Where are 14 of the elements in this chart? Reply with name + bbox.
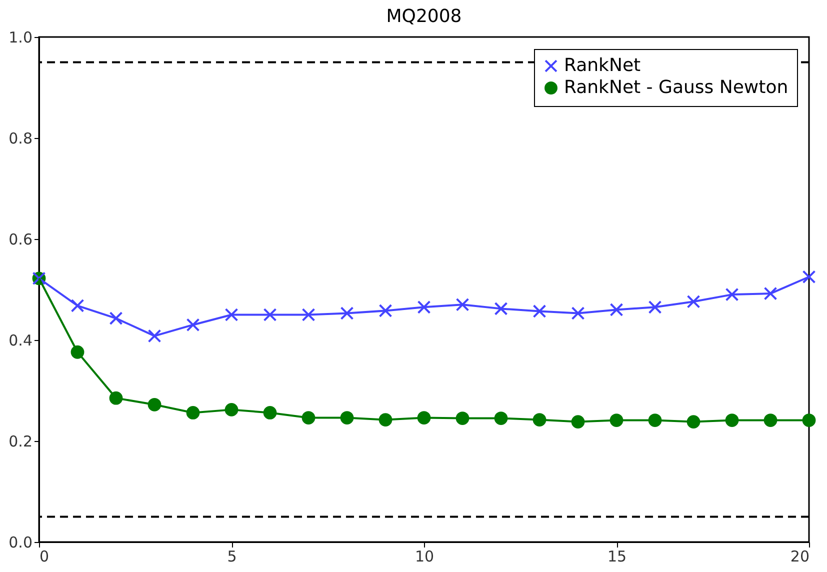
legend-label: RankNet (564, 55, 641, 76)
x-tick-label: 0 (40, 548, 50, 566)
y-tick-label: 0.8 (8, 130, 32, 148)
x-tick-label: 15 (607, 548, 627, 566)
chart-title: MQ2008 (386, 6, 462, 27)
x-tick-label: 5 (227, 548, 237, 566)
x-tick-label: 10 (414, 548, 434, 566)
legend-label: RankNet - Gauss Newton (564, 77, 788, 98)
y-tick-label: 0.0 (8, 534, 32, 552)
y-tick-label: 1.0 (8, 28, 32, 46)
y-tick-label: 0.2 (8, 432, 32, 450)
y-tick-label: 0.4 (8, 332, 32, 350)
y-tick-label: 0.6 (8, 230, 32, 248)
x-tick-label: 20 (790, 548, 810, 566)
